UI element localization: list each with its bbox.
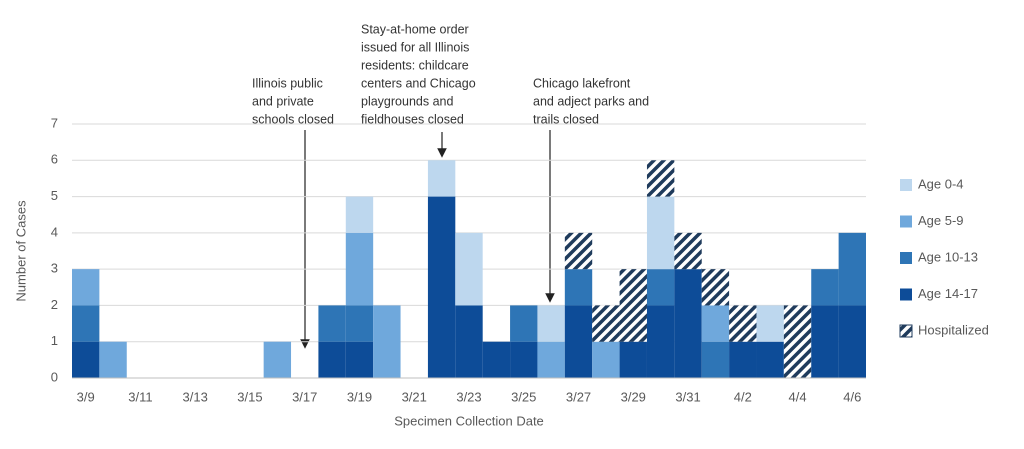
x-tick-label: 4/6	[843, 389, 861, 404]
legend-swatch	[900, 179, 912, 191]
bar-segment	[455, 305, 483, 378]
x-tick-label: 3/13	[183, 389, 208, 404]
annotation: playgrounds and	[361, 94, 453, 108]
legend-swatch	[900, 215, 912, 228]
annotation: trails closed	[533, 112, 599, 126]
bar-segment	[756, 305, 784, 342]
x-tick-label: 3/19	[347, 389, 372, 404]
bar-segment	[345, 305, 374, 342]
bar-segment	[537, 305, 565, 342]
bar-segment	[646, 305, 675, 378]
bar-segment	[72, 269, 100, 306]
x-tick-label: 4/4	[789, 389, 807, 404]
bar-segment	[701, 269, 730, 306]
x-tick-label: 3/11	[128, 389, 152, 404]
bar-segment	[72, 305, 100, 342]
x-tick-label: 3/17	[292, 389, 317, 404]
bar-segment	[701, 305, 730, 342]
bar-segment	[510, 341, 538, 378]
annotation: schools closed	[252, 112, 334, 126]
legend-label: Age 10-13	[918, 249, 978, 264]
bar-segment	[592, 305, 620, 342]
x-tick-label: 3/29	[621, 389, 646, 404]
bar-segment	[99, 341, 127, 378]
annotation: residents: childcare	[361, 58, 469, 72]
annotation: and adject parks and	[533, 94, 649, 108]
bar-segment	[674, 269, 702, 378]
legend-swatch	[900, 288, 912, 301]
bar-segment	[783, 305, 812, 378]
y-tick-label: 3	[51, 261, 58, 276]
bar-segment	[373, 305, 401, 378]
bar-segment	[564, 269, 593, 306]
bar-segment	[72, 341, 100, 378]
bar-segment	[729, 341, 757, 378]
x-axis-title: Specimen Collection Date	[394, 413, 544, 428]
bar-segment	[592, 341, 620, 378]
bar-segment	[838, 232, 866, 306]
bar-segment	[646, 160, 675, 197]
legend-label: Age 14-17	[918, 286, 978, 301]
x-tick-label: 3/25	[511, 389, 536, 404]
bar-segment	[318, 305, 346, 342]
annotation-arrows	[300, 130, 555, 349]
bar-segment	[838, 305, 866, 378]
bar-segment	[619, 341, 647, 378]
bar-segment	[811, 305, 839, 378]
bar-segment	[564, 305, 593, 378]
bar-segment	[318, 341, 346, 378]
x-tick-label: 3/15	[237, 389, 262, 404]
y-tick-label: 2	[51, 297, 58, 312]
bar-segment	[537, 341, 565, 378]
bar-segment	[345, 196, 374, 233]
annotation: Chicago lakefront	[533, 76, 631, 90]
bar-segment	[646, 196, 675, 270]
annotation: centers and Chicago	[361, 76, 476, 90]
annotation: fieldhouses closed	[361, 112, 464, 126]
bar-segment	[564, 232, 593, 270]
bar-segment	[263, 341, 292, 378]
x-tick-label: 3/23	[456, 389, 481, 404]
y-tick-label: 5	[51, 188, 58, 203]
x-tick-label: 3/9	[77, 389, 95, 404]
y-tick-label: 7	[51, 115, 58, 130]
bar-segment	[646, 269, 675, 306]
bar-segment	[427, 196, 456, 378]
x-tick-label: 3/31	[675, 389, 700, 404]
bar-segment	[427, 160, 456, 197]
bar-segment	[510, 305, 538, 342]
annotation: Illinois public	[252, 76, 323, 90]
annotation: issued for all Illinois	[361, 40, 469, 54]
y-tick-label: 6	[51, 152, 58, 167]
bar-segment	[701, 341, 730, 378]
bar-segment	[482, 341, 511, 378]
x-tick-label: 3/21	[402, 389, 427, 404]
bar-segment	[345, 232, 374, 306]
bar-segment	[619, 269, 647, 342]
x-tick-label: 4/2	[734, 389, 752, 404]
y-axis-title: Number of Cases	[13, 200, 28, 302]
y-tick-label: 1	[51, 333, 58, 348]
bar-segment	[811, 269, 839, 306]
legend-label: Age 5-9	[918, 213, 964, 228]
bar-segment	[345, 341, 374, 378]
bar-segment	[729, 305, 757, 342]
x-tick-label: 3/27	[566, 389, 591, 404]
legend-label: Age 0-4	[918, 176, 964, 191]
legend-label: Hospitalized	[918, 322, 989, 337]
legend-swatch	[899, 324, 913, 338]
legend-swatch	[900, 252, 912, 264]
bar-segment	[674, 232, 702, 270]
bar-segment	[756, 341, 784, 378]
bar-segment	[455, 232, 483, 306]
annotation: Stay-at-home order	[361, 22, 469, 36]
y-tick-label: 4	[51, 224, 58, 239]
y-tick-label: 0	[51, 369, 58, 384]
annotation: and private	[252, 94, 314, 108]
